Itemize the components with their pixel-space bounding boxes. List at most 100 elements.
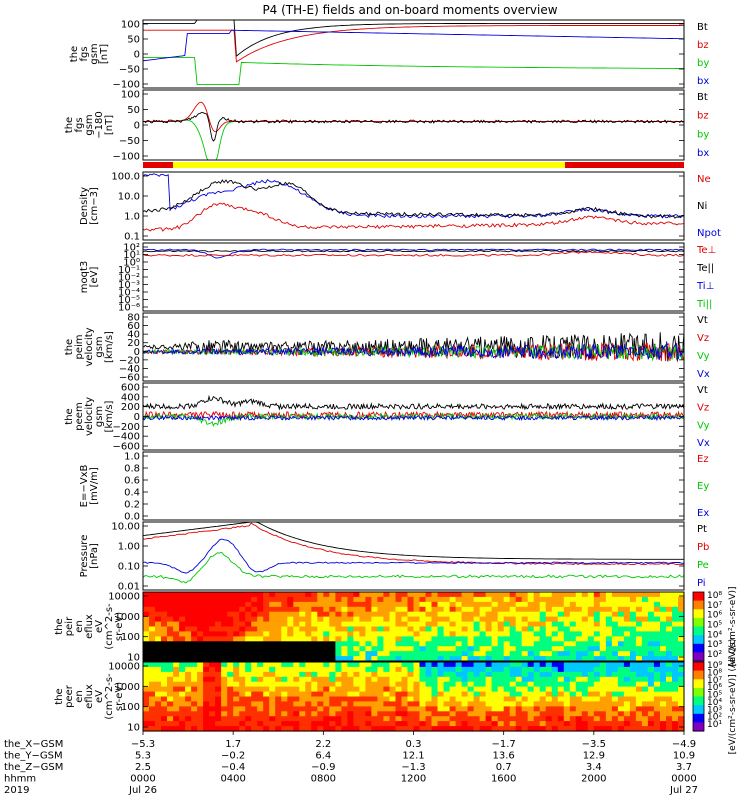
heatmap-cell: [401, 696, 409, 702]
heatmap-cell: [335, 611, 342, 618]
heatmap-cell: [173, 666, 180, 673]
mode-bar: [143, 162, 684, 168]
heatmap-cell: [437, 711, 445, 717]
heatmap-cell: [491, 631, 499, 637]
heatmap-cell: [161, 636, 168, 642]
heatmap-cell: [491, 676, 499, 683]
heatmap-cell: [551, 592, 559, 598]
heatmap-cell: [527, 681, 535, 688]
heatmap-cell: [161, 651, 168, 657]
heatmap-cell: [221, 592, 228, 598]
heatmap-cell: [491, 666, 499, 673]
heatmap-cell: [593, 606, 601, 613]
heatmap-cell: [515, 641, 523, 647]
heatmap-cell: [557, 671, 565, 678]
heatmap-cell: [293, 696, 300, 702]
heatmap-cell: [587, 592, 595, 598]
heatmap-cell: [239, 626, 246, 632]
heatmap-cell: [317, 616, 324, 623]
heatmap-cell: [678, 646, 685, 652]
heatmap-cell: [197, 646, 204, 652]
heatmap-cell: [371, 656, 378, 662]
heatmap-cell: [161, 631, 168, 637]
heatmap-cell: [239, 601, 246, 608]
heatmap-cell: [143, 606, 150, 613]
heatmap-cell: [647, 701, 655, 707]
heatmap-cell: [281, 706, 288, 712]
heatmap-cell: [557, 676, 565, 683]
heatmap-cell: [545, 711, 553, 717]
heatmap-cell: [515, 721, 523, 727]
y-tick-label: 1.0: [124, 212, 140, 223]
heatmap-cell: [533, 671, 541, 678]
heatmap-cell: [149, 676, 156, 683]
heatmap-cell: [515, 601, 523, 608]
heatmap-cell: [245, 701, 252, 707]
heatmap-cell: [293, 691, 300, 698]
heatmap-cell: [359, 662, 366, 668]
heatmap-cell: [587, 706, 595, 712]
heatmap-cell: [611, 641, 619, 647]
heatmap-cell: [629, 601, 637, 608]
heatmap-cell: [263, 606, 270, 613]
heatmap-cell: [575, 621, 583, 628]
heatmap-cell: [533, 716, 541, 722]
heatmap-cell: [251, 726, 258, 732]
heatmap-cell: [191, 671, 198, 678]
heatmap-cell: [269, 601, 276, 608]
heatmap-cell: [491, 711, 499, 717]
legend-entry: bx: [697, 76, 709, 87]
heatmap-cell: [509, 646, 517, 652]
heatmap-cell: [305, 631, 312, 637]
heatmap-cell: [660, 711, 667, 717]
heatmap-cell: [389, 596, 397, 603]
heatmap-cell: [666, 631, 673, 637]
series-line-1: [142, 521, 684, 560]
heatmap-cell: [407, 716, 415, 722]
heatmap-cell: [666, 666, 673, 673]
heatmap-cell: [371, 681, 378, 688]
heatmap-cell: [305, 596, 312, 603]
heatmap-cell: [653, 601, 661, 608]
heatmap-cell: [623, 631, 631, 637]
y-axis-label: peem: [74, 402, 85, 430]
legend-entry: bx: [697, 148, 709, 159]
heatmap-cell: [666, 636, 673, 642]
heatmap-cell: [461, 601, 469, 608]
heatmap-cell: [527, 706, 535, 712]
heatmap-cell: [389, 601, 397, 608]
heatmap-cell: [155, 651, 162, 657]
heatmap-cell: [353, 666, 360, 673]
heatmap-cell: [641, 606, 649, 613]
heatmap-cell: [467, 676, 475, 683]
x-tick-label: 2.2: [315, 739, 331, 750]
heatmap-cell: [545, 646, 553, 652]
heatmap-cell: [329, 646, 336, 652]
heatmap-cell: [413, 621, 421, 628]
heatmap-cell: [503, 671, 511, 678]
heatmap-cell: [617, 691, 625, 698]
heatmap-cell: [359, 626, 366, 632]
heatmap-cell: [497, 641, 505, 647]
heatmap-cell: [678, 721, 685, 727]
heatmap-cell: [575, 721, 583, 727]
panel-frame: [142, 171, 685, 241]
heatmap-cell: [672, 596, 679, 603]
heatmap-cell: [221, 601, 228, 608]
heatmap-cell: [209, 646, 216, 652]
heatmap-cell: [347, 626, 354, 632]
series-line-2: [142, 248, 685, 259]
heatmap-cell: [581, 676, 589, 683]
heatmap-cell: [251, 721, 258, 727]
heatmap-cell: [575, 616, 583, 623]
legend-entry: bz: [697, 40, 709, 51]
heatmap-cell: [299, 601, 306, 608]
heatmap-cell: [581, 691, 589, 698]
heatmap-cell: [551, 686, 559, 693]
heatmap-cell: [647, 641, 655, 647]
heatmap-cell: [569, 656, 577, 662]
heatmap-cell: [461, 666, 469, 673]
heatmap-cell: [647, 616, 655, 623]
